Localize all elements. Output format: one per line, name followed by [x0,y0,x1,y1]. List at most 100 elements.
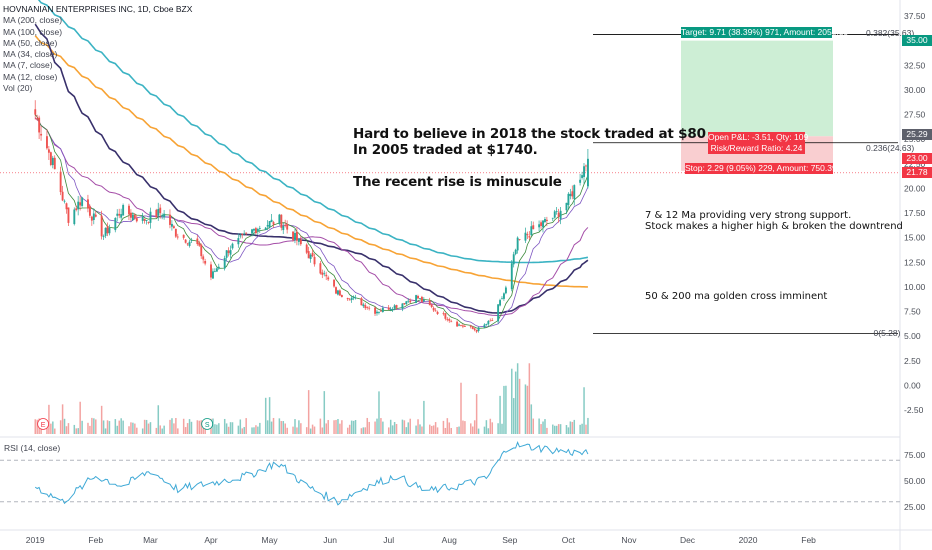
x-tick-label: May [262,535,279,545]
candle-body [352,296,355,299]
candle-body [422,299,425,302]
legend-ma50[interactable]: MA (50, close) [3,37,58,48]
volume-bar [141,428,144,434]
volume-bar [184,427,187,434]
legend-volume[interactable]: Vol (20) [3,83,33,94]
candle-body [555,211,558,212]
x-tick-label: Jun [323,535,337,545]
candle-body [299,239,302,245]
y-tick-label: 37.50 [904,11,926,21]
candle-body [229,250,232,255]
stop-label[interactable]: Stop: 2.29 (9.05%) 229, Amount: 750.39 [685,163,837,174]
volume-bar [292,426,294,434]
volume-bar [93,418,95,434]
candle-body [477,327,480,331]
symbol-title[interactable]: HOVNANIAN ENTERPRISES INC, 1D, Cboe BZX [3,4,193,14]
risk-reward-label[interactable]: Risk/Reward Ratio: 4.24 [708,143,805,154]
candle-body [65,203,68,210]
target-label[interactable]: Target: 9.71 (38.39%) 971, Amount: 2058.… [681,27,849,38]
volume-bar [524,384,527,434]
ma100-line [37,0,589,264]
legend-ma200[interactable]: MA (200, close) [3,15,63,26]
volume-bar [118,420,120,434]
candle-body [409,300,412,303]
rsi-legend[interactable]: RSI (14, close) [4,443,61,453]
legend-ma7[interactable]: MA (7, close) [3,60,53,71]
volume-bar [407,422,410,434]
volume-bar [186,423,189,434]
legend-ma100[interactable]: MA (100, close) [3,26,63,37]
volume-bar [405,427,408,434]
candle-body [510,263,513,290]
candle-body [393,305,396,309]
candle-body [348,299,351,301]
candle-body [210,264,212,278]
x-tick-label: Sep [502,535,517,545]
volume-bar [59,420,62,434]
candle-body [491,320,494,321]
volume-bar [573,419,576,434]
volume-bar [341,420,343,434]
profit-zone [681,40,833,137]
volume-bar [48,404,50,434]
volume-bar [350,420,353,434]
candle-body [458,324,461,326]
candle-body [307,251,310,259]
volume-bar [409,418,411,434]
y-tick-label: 30.00 [904,85,926,95]
volume-bar [354,420,357,434]
candle-body [518,239,521,241]
volume-bar [368,421,370,434]
golden-cross-note: 50 & 200 ma golden cross imminent [645,291,828,302]
volume-bar [298,420,300,434]
volume-bar [65,426,68,434]
candle-body [243,233,246,235]
candle-body [79,202,82,206]
candle-body [204,260,207,264]
candle-body [346,297,349,300]
candle-body [294,232,296,241]
candle-body [254,228,257,234]
candle-body [395,305,398,308]
volume-bar [286,427,288,434]
candle-body [296,231,298,241]
candle-body [217,266,220,269]
rsi-tick-label: 75.00 [904,450,926,460]
volume-bar [450,427,452,434]
candle-body [163,213,166,218]
candle-body [374,307,377,314]
legend-ma12[interactable]: MA (12, close) [3,71,58,82]
legend-ma34[interactable]: MA (34, close) [3,49,58,60]
candle-body [223,257,226,269]
pnl-label[interactable]: Open P&L: -3.51, Qty: 109 [708,132,809,143]
volume-bar [323,391,326,434]
candle-body [354,297,357,299]
y-tick-label: 27.50 [904,110,926,120]
x-tick-label: Feb [88,535,103,545]
volume-bar [462,420,464,434]
candle-body [278,214,281,224]
volume-bar [567,427,570,434]
volume-bar [540,424,542,434]
volume-bar [294,419,296,434]
volume-bar [122,420,124,434]
candle-body [319,263,322,274]
volume-bar [456,426,458,434]
volume-bar [528,363,531,434]
indicator-legend: HOVNANIAN ENTERPRISES INC, 1D, Cboe BZX … [3,4,192,94]
volume-bar [116,425,119,434]
candle-body [114,217,117,231]
volume-bar [335,419,337,434]
support-note-2: Stock makes a higher high & broken the d… [645,221,903,232]
candle-body [415,295,418,303]
y-tick-label: 15.00 [904,233,926,243]
volume-bar [102,420,105,434]
candle-body [551,217,554,219]
candle-body [403,303,406,305]
volume-bar [581,423,583,434]
candle-body [34,109,37,115]
candle-body [215,268,218,272]
y-tick-label: -2.50 [904,405,924,415]
volume-bar [403,420,406,434]
volume-bar [360,428,363,434]
